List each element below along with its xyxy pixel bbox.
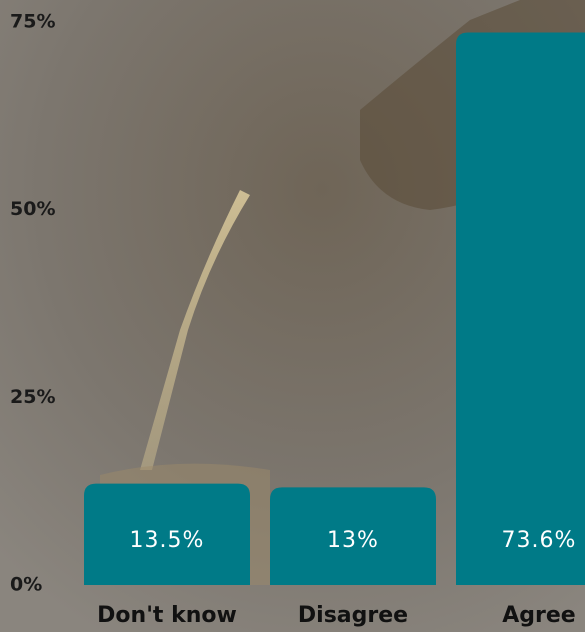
- y-tick-label: 50%: [10, 198, 55, 220]
- x-tick-label: Agree: [502, 603, 575, 628]
- value-label: 13%: [327, 528, 379, 553]
- y-tick-label: 75%: [10, 11, 55, 33]
- value-label: 13.5%: [130, 528, 205, 553]
- value-label: 73.6%: [502, 528, 577, 553]
- y-tick-label: 25%: [10, 386, 55, 408]
- x-tick-label: Disagree: [298, 603, 408, 628]
- y-tick-label: 0%: [10, 574, 42, 596]
- x-tick-label: Don't know: [97, 603, 237, 628]
- bar: [456, 33, 585, 585]
- chart: 0% 25% 50% 75% 13.5% Don't know 13% Disagree 73.…: [0, 0, 585, 632]
